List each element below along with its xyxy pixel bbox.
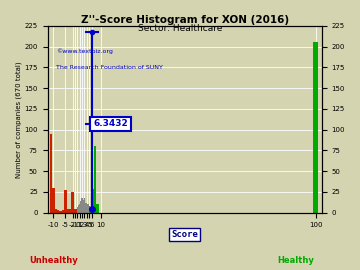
Bar <box>80 201 81 213</box>
Bar <box>87 204 89 213</box>
Bar <box>73 207 74 213</box>
Bar <box>57 210 59 213</box>
Bar <box>89 206 90 213</box>
Bar <box>78 205 79 213</box>
Bar <box>79 204 80 213</box>
Bar <box>91 208 92 213</box>
Text: The Research Foundation of SUNY: The Research Foundation of SUNY <box>56 65 163 70</box>
Text: Sector: Healthcare: Sector: Healthcare <box>138 24 222 33</box>
Text: ©www.textbiz.org: ©www.textbiz.org <box>56 48 113 54</box>
X-axis label: Score: Score <box>171 230 198 239</box>
Text: 6.3432: 6.3432 <box>93 119 128 128</box>
Bar <box>62 210 64 213</box>
Bar <box>90 207 91 213</box>
Bar <box>84 198 85 213</box>
Bar <box>67 208 69 213</box>
Bar <box>76 208 77 213</box>
Bar <box>59 211 62 213</box>
Bar <box>94 146 96 213</box>
Y-axis label: Number of companies (670 total): Number of companies (670 total) <box>15 61 22 178</box>
Bar <box>83 200 84 213</box>
Bar <box>52 188 55 213</box>
Text: Unhealthy: Unhealthy <box>30 256 78 265</box>
Bar <box>64 190 67 213</box>
Text: Healthy: Healthy <box>277 256 314 265</box>
Bar <box>314 42 318 213</box>
Bar <box>77 207 78 213</box>
Bar <box>86 203 87 213</box>
Bar <box>85 203 86 213</box>
Bar <box>81 198 83 213</box>
Bar <box>71 192 74 213</box>
Bar <box>96 204 99 213</box>
Bar <box>92 190 94 213</box>
Bar <box>50 134 52 213</box>
Bar <box>74 209 76 213</box>
Bar <box>69 208 71 213</box>
Title: Z''-Score Histogram for XON (2016): Z''-Score Histogram for XON (2016) <box>81 15 289 25</box>
Bar <box>55 209 57 213</box>
